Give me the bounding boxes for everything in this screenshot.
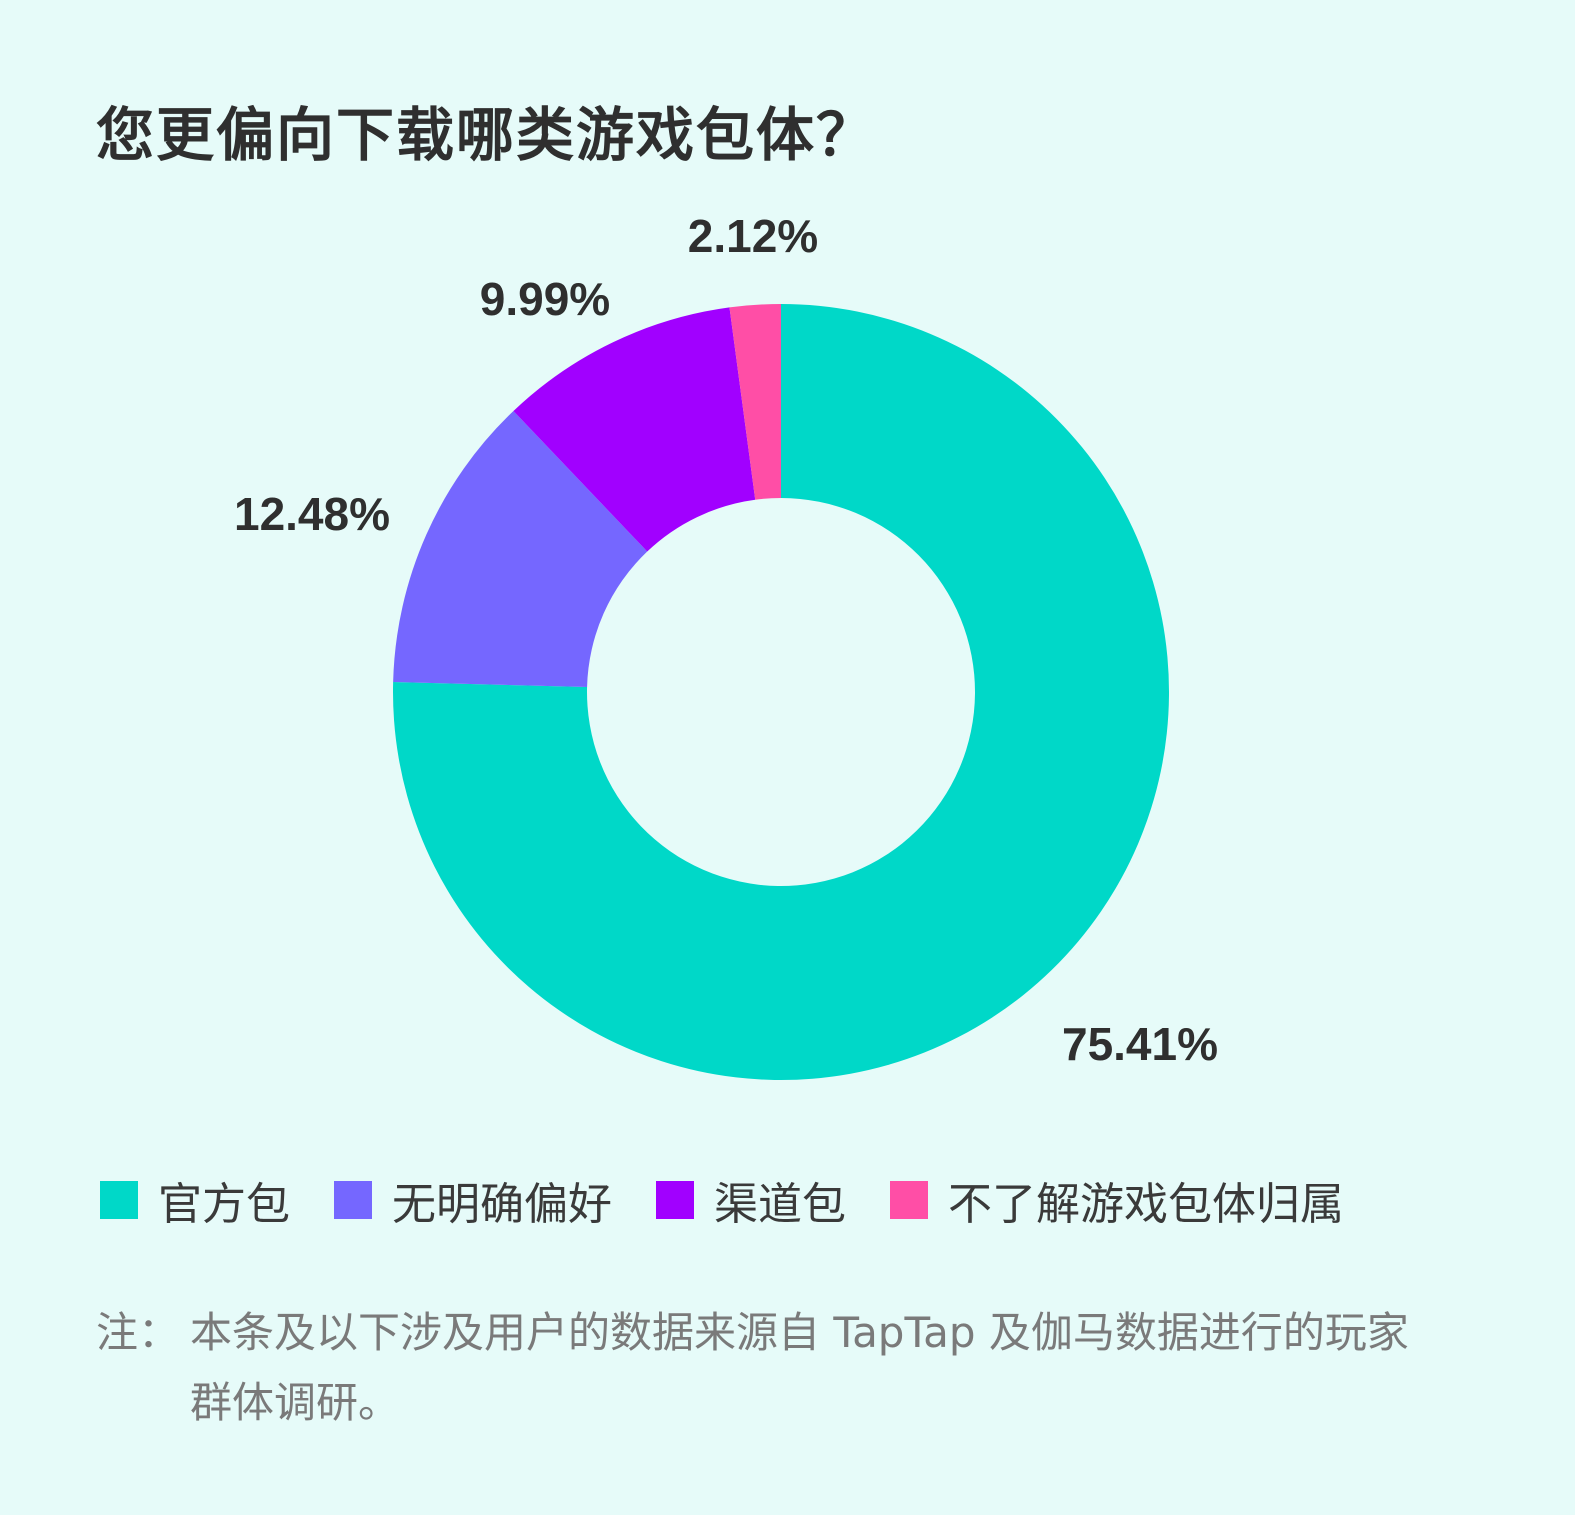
slice-value-label-4: 2.12% bbox=[688, 210, 818, 262]
footnote-prefix: 注： bbox=[96, 1308, 181, 1357]
footnote: 注： 本条及以下涉及用户的数据来源自 TapTap 及伽马数据进行的玩家群体调研… bbox=[96, 1298, 1496, 1438]
slice-value-label-3: 9.99% bbox=[480, 273, 610, 325]
legend: 官方包 无明确偏好 渠道包 不了解游戏包体归属 bbox=[100, 1170, 1388, 1230]
slice-value-label-2: 12.48% bbox=[234, 488, 390, 540]
legend-swatch bbox=[890, 1181, 928, 1219]
chart-title: 您更偏向下载哪类游戏包体？ bbox=[96, 101, 877, 169]
donut-chart: 75.41% 12.48% 9.99% 2.12% bbox=[234, 210, 1218, 1080]
donut-slice-2 bbox=[393, 411, 648, 688]
legend-label: 渠道包 bbox=[714, 1179, 846, 1230]
slice-value-label-1: 75.41% bbox=[1062, 1018, 1218, 1070]
donut-slice-4 bbox=[729, 304, 781, 500]
legend-item-2: 无明确偏好 bbox=[334, 1168, 612, 1232]
donut-slice-1 bbox=[393, 304, 1169, 1080]
legend-swatch bbox=[656, 1181, 694, 1219]
legend-item-4: 不了解游戏包体归属 bbox=[890, 1168, 1344, 1232]
legend-label: 官方包 bbox=[158, 1179, 290, 1230]
legend-swatch bbox=[334, 1181, 372, 1219]
legend-item-3: 渠道包 bbox=[656, 1168, 846, 1232]
footnote-text: 本条及以下涉及用户的数据来源自 TapTap 及伽马数据进行的玩家群体调研。 bbox=[190, 1308, 1409, 1427]
legend-swatch bbox=[100, 1181, 138, 1219]
legend-label: 不了解游戏包体归属 bbox=[948, 1179, 1344, 1230]
legend-label: 无明确偏好 bbox=[392, 1179, 612, 1230]
legend-item-1: 官方包 bbox=[100, 1168, 290, 1232]
donut-slice-3 bbox=[513, 307, 756, 552]
